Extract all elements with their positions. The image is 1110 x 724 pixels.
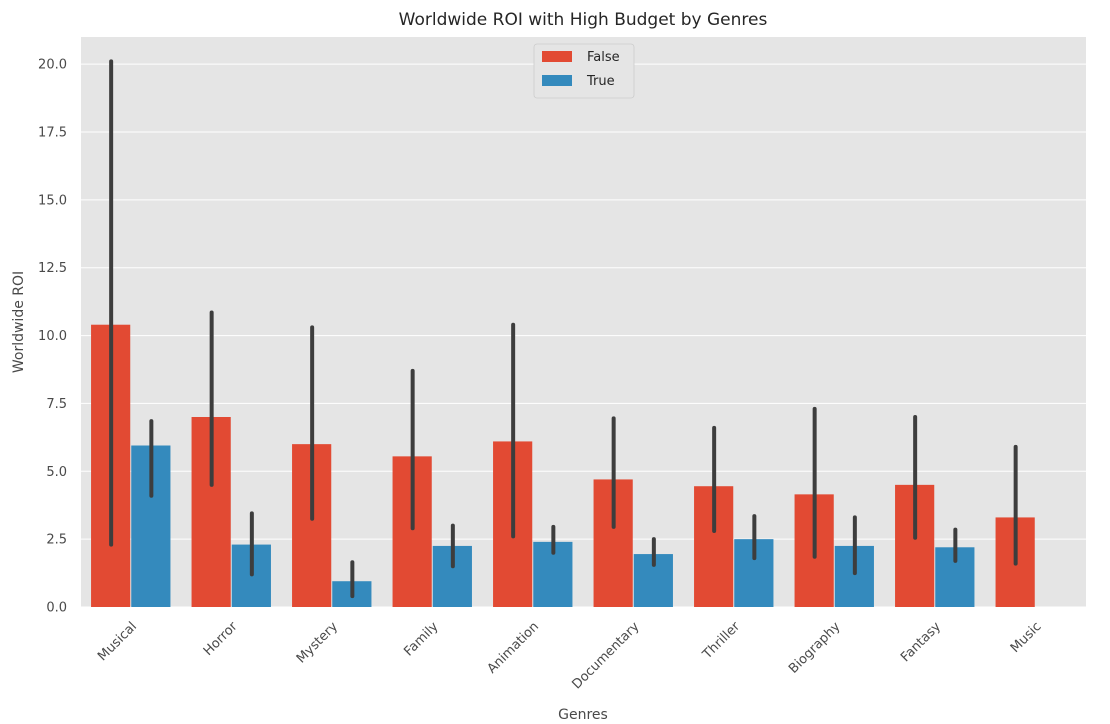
y-tick-label: 17.5 (38, 126, 67, 141)
x-tick-label: Documentary (569, 619, 642, 692)
y-axis-title: Worldwide ROI (11, 271, 27, 373)
x-tick-label: Musical (95, 619, 140, 664)
y-tick-label: 12.5 (38, 261, 67, 276)
x-tick-label: Family (401, 619, 441, 659)
x-tick-label: Fantasy (898, 619, 944, 665)
x-tick-label: Horror (201, 619, 241, 659)
x-axis-title: Genres (558, 707, 608, 723)
x-tick-label: Music (1008, 619, 1045, 656)
x-tick-label: Animation (485, 619, 542, 676)
legend-label-false: False (587, 50, 620, 65)
x-tick-label: Thriller (699, 619, 743, 663)
plot-area (81, 37, 1086, 607)
x-tick-label: Biography (786, 619, 844, 677)
legend-swatch-true (542, 75, 572, 86)
y-tick-label: 20.0 (38, 58, 67, 73)
y-tick-label: 2.5 (46, 533, 67, 548)
y-tick-label: 7.5 (46, 397, 67, 412)
legend: False True (533, 43, 635, 99)
y-tick-label: 0.0 (46, 601, 67, 616)
y-tick-label: 5.0 (46, 465, 67, 480)
y-tick-label: 15.0 (38, 193, 67, 208)
y-tick-label: 10.0 (38, 329, 67, 344)
error-bars (109, 59, 1018, 599)
chart-title: Worldwide ROI with High Budget by Genres (399, 10, 768, 30)
legend-swatch-false (542, 51, 572, 62)
y-tick-labels: 0.0 2.5 5.0 7.5 10.0 12.5 15.0 17.5 20.0 (38, 58, 67, 616)
x-tick-labels: Musical Horror Mystery Family Animation Docum… (95, 619, 1044, 693)
legend-label-true: True (586, 74, 615, 89)
x-tick-label: Mystery (294, 619, 341, 666)
